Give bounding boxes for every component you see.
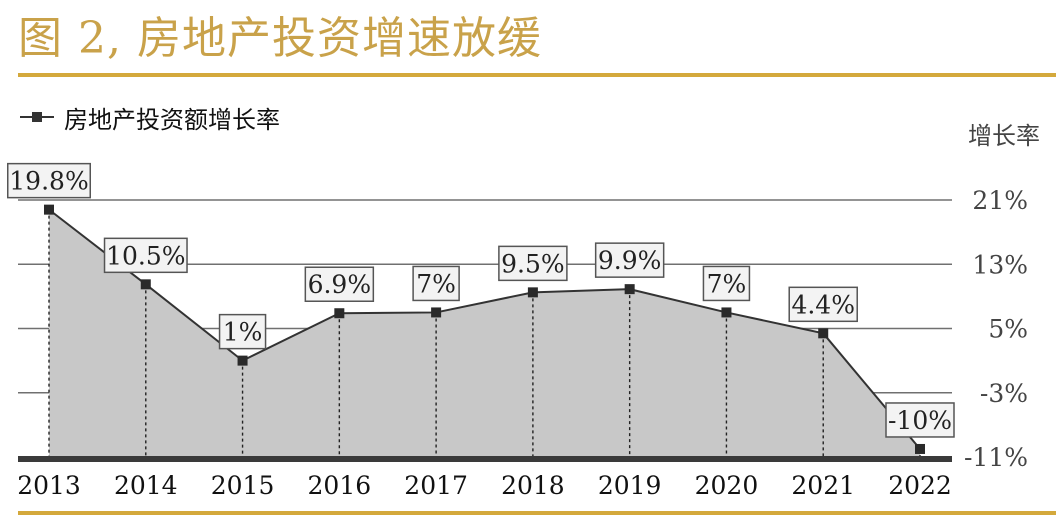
data-label: 9.5% bbox=[498, 245, 568, 282]
y-tick-label: 13% bbox=[972, 250, 1028, 279]
data-label-text: 7% bbox=[416, 269, 456, 298]
data-point bbox=[140, 279, 151, 290]
chart-title: 图 2, 房地产投资增速放缓 bbox=[18, 13, 542, 64]
data-markers bbox=[44, 204, 925, 454]
title-rule bbox=[18, 73, 1056, 77]
data-point bbox=[44, 204, 54, 215]
x-tick-labels: 2013 2014 2015 2016 2017 2018 2019 2020 2021 2022 bbox=[17, 471, 952, 500]
data-labels: 19.8% 10.5% 1% 6.9% 7% 9.5% 9.9% 7% 4.4% -10% bbox=[7, 162, 955, 438]
legend-label: 房地产投资额增长率 bbox=[64, 105, 280, 134]
x-tick-label: 2021 bbox=[791, 471, 855, 500]
legend: 房地产投资额增长率 bbox=[18, 102, 280, 134]
x-tick-label: 2018 bbox=[501, 471, 565, 500]
data-label-text: 1% bbox=[223, 318, 263, 347]
x-tick-label: 2015 bbox=[211, 471, 275, 500]
data-label-text: 4.4% bbox=[791, 290, 855, 319]
x-tick-label: 2017 bbox=[404, 471, 468, 500]
data-point bbox=[431, 307, 442, 318]
data-point bbox=[527, 287, 538, 298]
data-label-text: 19.8% bbox=[9, 167, 88, 196]
data-point bbox=[624, 284, 635, 295]
data-label-text: 7% bbox=[707, 269, 747, 298]
y-tick-labels: 21% 13% 5% -3% -11% bbox=[964, 186, 1028, 472]
data-label: 4.4% bbox=[788, 286, 858, 323]
data-label-text: 9.9% bbox=[598, 246, 662, 275]
x-tick-label: 2016 bbox=[308, 471, 372, 500]
data-point bbox=[818, 328, 829, 339]
drop-lines bbox=[48, 209, 921, 457]
y-tick-label: -3% bbox=[980, 379, 1028, 408]
y-axis-unit: 增长率 bbox=[968, 122, 1040, 150]
data-label-text: 6.9% bbox=[308, 270, 372, 299]
data-label-text: 9.5% bbox=[501, 249, 565, 278]
data-label: 1% bbox=[218, 313, 267, 350]
y-tick-label: 5% bbox=[988, 315, 1028, 344]
x-tick-label: 2022 bbox=[888, 471, 952, 500]
data-label: 19.8% bbox=[7, 162, 91, 199]
legend-marker-icon bbox=[18, 102, 58, 132]
x-axis-line bbox=[18, 456, 952, 462]
series-line bbox=[48, 208, 921, 450]
data-point bbox=[334, 308, 345, 319]
data-point bbox=[915, 443, 925, 454]
data-label: 9.9% bbox=[594, 242, 665, 278]
x-tick-label: 2014 bbox=[114, 471, 178, 500]
bottom-rule bbox=[18, 511, 1056, 515]
x-tick-label: 2019 bbox=[598, 471, 662, 500]
data-label-text: 10.5% bbox=[106, 241, 185, 270]
y-tick-label: -11% bbox=[964, 443, 1028, 472]
data-label: 10.5% bbox=[103, 237, 188, 274]
data-point bbox=[721, 307, 732, 318]
data-label: 6.9% bbox=[304, 266, 375, 302]
series-area bbox=[49, 209, 920, 457]
x-tick-label: 2020 bbox=[695, 471, 759, 500]
data-label: 7% bbox=[702, 265, 751, 302]
data-point bbox=[237, 355, 248, 366]
data-label: 7% bbox=[412, 265, 460, 302]
x-tick-label: 2013 bbox=[17, 471, 81, 500]
data-label: -10% bbox=[885, 402, 955, 438]
data-label-text: -10% bbox=[888, 406, 952, 435]
y-tick-label: 21% bbox=[972, 186, 1028, 215]
